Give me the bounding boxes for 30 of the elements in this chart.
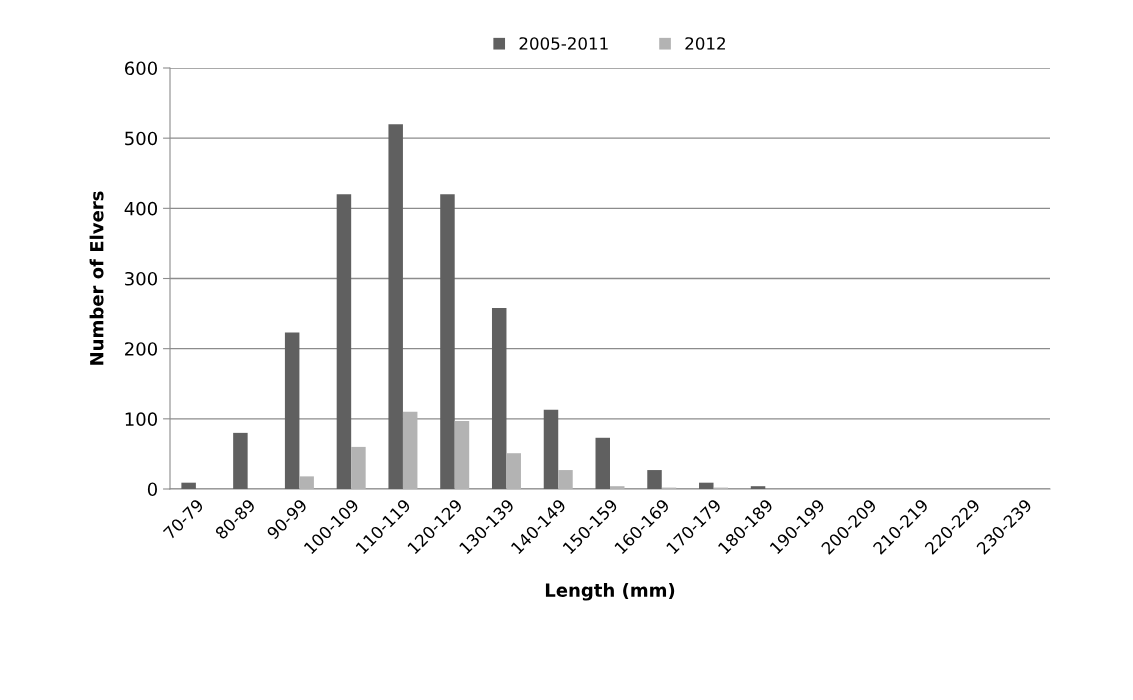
y-tick-label: 100: [125, 412, 157, 426]
y-tick-label: 400: [124, 201, 157, 216]
legend-label: 2005-2011: [519, 37, 608, 50]
y-tick-label: 300: [125, 271, 157, 286]
y-tick-label: 0: [147, 482, 157, 497]
x-axis-title: Length (mm): [545, 582, 675, 601]
bar: [402, 411, 418, 489]
y-tick-label: 500: [125, 131, 157, 146]
bar: [506, 453, 521, 489]
legend-label: 2012: [685, 37, 725, 50]
bar: [233, 432, 248, 489]
bar: [284, 332, 300, 489]
bar: [454, 420, 470, 489]
bar: [440, 194, 455, 489]
bar: [595, 437, 610, 489]
bar: [491, 307, 507, 489]
bar: [647, 470, 662, 489]
y-tick-label: 200: [125, 342, 157, 356]
bar: [181, 482, 196, 489]
y-axis-title: Number of Elvers: [89, 191, 104, 365]
bar: [543, 409, 559, 489]
bar: [699, 482, 714, 489]
bar: [750, 486, 766, 489]
bar: [558, 470, 573, 489]
bar: [610, 486, 625, 489]
bar: [336, 194, 352, 489]
bar: [299, 476, 314, 489]
bar: [388, 124, 403, 489]
y-tick-label: 600: [124, 61, 157, 76]
bar: [351, 446, 366, 489]
